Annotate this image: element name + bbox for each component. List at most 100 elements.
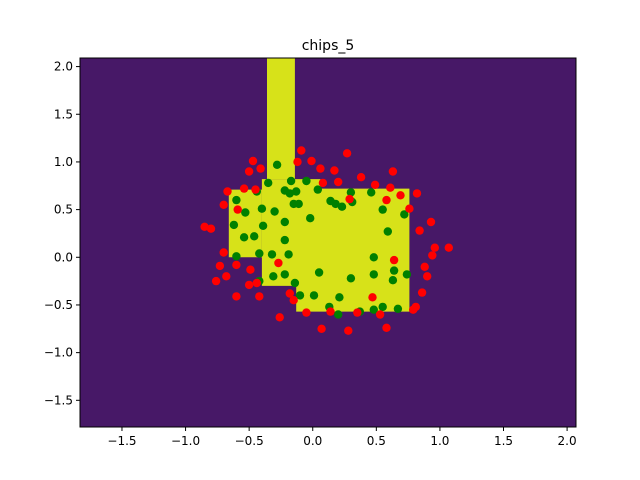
scatter-point [232, 260, 241, 270]
scatter-point [274, 258, 283, 268]
scatter-point [444, 243, 453, 252]
scatter-point [232, 292, 241, 301]
scatter-point [318, 178, 328, 188]
scatter-point [222, 272, 231, 281]
scatter-point [428, 251, 437, 260]
scatter-point [244, 167, 254, 176]
scatter-point [331, 199, 340, 209]
scatter-points [200, 146, 453, 335]
scatter-point [342, 149, 352, 158]
scatter-point [316, 164, 325, 173]
scatter-point [289, 296, 298, 305]
y-tick-label: −1.0 [44, 346, 73, 360]
x-tick-label: −1.5 [107, 434, 136, 448]
scatter-point [256, 164, 265, 173]
scatter-point [314, 268, 324, 277]
scatter-point [229, 220, 239, 230]
y-tick-label: 1.5 [54, 107, 73, 121]
y-tick-label: 1.0 [54, 155, 73, 169]
scatter-point [239, 233, 249, 242]
scatter-point [258, 221, 268, 230]
scatter-point [335, 293, 344, 302]
scatter-point [386, 183, 395, 192]
scatter-point [223, 187, 232, 196]
scatter-point [206, 224, 216, 233]
scatter-point [367, 188, 376, 197]
scatter-point [309, 291, 319, 300]
x-axis: −1.5 −1.0 −0.5 0.0 0.5 1.0 1.5 2.0 [107, 427, 577, 448]
scatter-point [264, 178, 273, 188]
scatter-point [239, 184, 249, 193]
scatter-point [200, 222, 209, 231]
scatter-point [369, 270, 378, 279]
scatter-point [400, 210, 409, 219]
scatter-point [302, 308, 311, 317]
scatter-point [252, 278, 261, 288]
scatter-point [250, 232, 259, 241]
scatter-point [411, 302, 420, 312]
scatter-point [292, 187, 301, 196]
scatter-point [267, 250, 277, 259]
y-axis: −1.5 −1.0 −0.5 0.0 0.5 1.0 1.5 2.0 [44, 60, 80, 407]
scatter-point [241, 208, 250, 217]
scatter-point [370, 180, 380, 189]
scatter-point [275, 313, 284, 322]
y-tick-label: −0.5 [44, 298, 73, 312]
y-tick-label: −1.5 [44, 393, 73, 407]
x-tick-label: −1.0 [171, 434, 200, 448]
decision-regions [228, 58, 410, 312]
scatter-point [388, 276, 398, 285]
scatter-point [215, 261, 225, 271]
scatter-point [388, 167, 398, 176]
scatter-point [233, 205, 242, 214]
scatter-point [344, 326, 353, 335]
scatter-point [269, 272, 278, 281]
scatter-point [415, 226, 424, 235]
scatter-point [383, 227, 392, 236]
scatter-point [272, 160, 282, 169]
scatter-point [307, 156, 316, 166]
scatter-point [426, 217, 436, 227]
scatter-point [219, 248, 228, 257]
plot-area [79, 57, 577, 428]
scatter-point [293, 157, 302, 167]
scatter-point [285, 289, 294, 298]
scatter-point [280, 235, 289, 245]
scatter-point [297, 146, 306, 155]
decision-region [261, 179, 410, 312]
scatter-point [368, 293, 377, 302]
chart-title: chips_5 [302, 38, 355, 54]
scatter-point [346, 274, 356, 283]
scatter-point [378, 302, 387, 312]
scatter-point [423, 272, 432, 281]
scatter-point [389, 255, 399, 265]
scatter-point [369, 253, 378, 262]
y-tick-label: 2.0 [54, 60, 73, 74]
scatter-point [412, 189, 422, 198]
y-tick-label: 0.5 [54, 203, 73, 217]
scatter-point [284, 250, 293, 259]
scatter-point [246, 265, 255, 274]
decision-region [267, 58, 295, 180]
scatter-point [389, 266, 399, 275]
scatter-point [317, 324, 326, 333]
scatter-point [417, 288, 427, 297]
scatter-point [286, 176, 296, 186]
scatter-point [313, 185, 322, 194]
scatter-point [334, 177, 343, 187]
scatter-point [270, 207, 279, 216]
scatter-point [393, 304, 403, 313]
plot-frame [79, 57, 577, 428]
scatter-point [369, 305, 378, 314]
scatter-point [330, 166, 339, 175]
scatter-point [430, 243, 439, 252]
scatter-point [285, 189, 294, 198]
x-tick-label: 1.5 [494, 434, 513, 448]
scatter-point [290, 278, 300, 288]
y-tick-label: 0.0 [54, 250, 73, 264]
x-tick-label: 0.5 [367, 434, 386, 448]
x-tick-label: 0.0 [303, 434, 322, 448]
scatter-point [375, 310, 385, 319]
scatter-point [302, 176, 311, 186]
